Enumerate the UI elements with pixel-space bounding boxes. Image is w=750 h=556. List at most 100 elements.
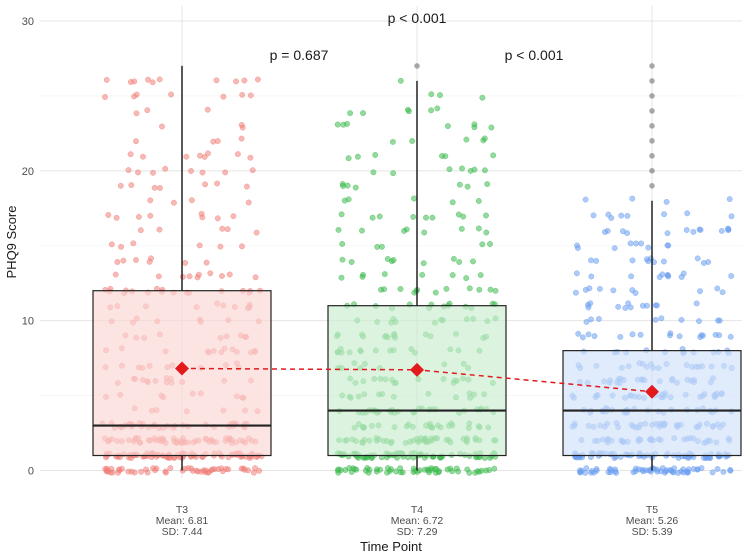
jitter-point bbox=[425, 467, 432, 474]
jitter-point bbox=[582, 196, 589, 203]
sd-label: SD: 5.39 bbox=[632, 526, 673, 538]
jitter-point bbox=[388, 466, 395, 473]
jitter-point bbox=[384, 256, 391, 262]
jitter-point bbox=[442, 153, 449, 160]
jitter-point bbox=[476, 286, 483, 293]
jitter-point bbox=[622, 305, 629, 311]
jitter-point bbox=[247, 92, 254, 99]
y-tick-label: 0 bbox=[28, 466, 34, 478]
jitter-point bbox=[728, 273, 735, 279]
jitter-point bbox=[450, 255, 457, 262]
jitter-point bbox=[640, 468, 647, 475]
jitter-point bbox=[605, 211, 612, 218]
jitter-point bbox=[374, 466, 380, 473]
jitter-point bbox=[213, 77, 220, 84]
jitter-point bbox=[725, 225, 731, 232]
jitter-point bbox=[397, 77, 404, 84]
jitter-point bbox=[205, 469, 212, 476]
jitter-point bbox=[204, 106, 211, 113]
jitter-point bbox=[335, 466, 342, 473]
sd-label: SD: 7.29 bbox=[397, 526, 438, 538]
jitter-point bbox=[698, 465, 705, 472]
jitter-point bbox=[579, 334, 586, 341]
jitter-point bbox=[342, 467, 349, 473]
jitter-point bbox=[696, 318, 702, 325]
mean-label: Mean: 6.72 bbox=[391, 515, 444, 527]
jitter-point bbox=[590, 212, 597, 219]
outlier-point bbox=[649, 153, 655, 159]
jitter-point bbox=[475, 198, 482, 204]
jitter-point bbox=[125, 167, 132, 174]
jitter-point bbox=[401, 227, 408, 234]
jitter-point bbox=[147, 212, 154, 219]
jitter-point bbox=[135, 169, 141, 176]
jitter-point bbox=[728, 213, 735, 220]
category-label: T5 bbox=[646, 504, 658, 516]
jitter-point bbox=[219, 225, 226, 232]
jitter-point bbox=[664, 230, 671, 237]
jitter-point bbox=[344, 120, 351, 127]
jitter-point bbox=[345, 155, 352, 162]
jitter-point bbox=[156, 226, 163, 233]
jitter-point bbox=[685, 466, 692, 473]
jitter-point bbox=[241, 77, 248, 84]
jitter-point bbox=[114, 259, 121, 265]
jitter-point bbox=[664, 242, 671, 249]
jitter-point bbox=[627, 240, 634, 247]
boxes bbox=[92, 63, 742, 471]
jitter-point bbox=[222, 169, 229, 176]
jitter-point bbox=[645, 244, 652, 251]
jitter-point bbox=[233, 78, 240, 85]
jitter-point bbox=[654, 468, 661, 475]
jitter-point bbox=[629, 257, 636, 264]
jitter-point bbox=[610, 287, 617, 294]
jitter-point bbox=[714, 466, 721, 472]
jitter-point bbox=[629, 195, 636, 202]
mean-marker bbox=[645, 384, 659, 399]
jitter-point bbox=[131, 93, 138, 100]
jitter-point bbox=[714, 285, 721, 292]
mean-marker bbox=[410, 362, 424, 377]
jitter-point bbox=[128, 182, 135, 189]
jitter-point bbox=[247, 154, 254, 161]
jitter-point bbox=[715, 317, 721, 324]
jitter-point bbox=[446, 166, 453, 173]
jitter-point bbox=[444, 123, 451, 130]
jitter-point bbox=[378, 286, 384, 293]
jitter-point bbox=[252, 274, 259, 281]
jitter-point bbox=[661, 469, 668, 476]
jitter-point bbox=[219, 468, 226, 475]
jitter-point bbox=[624, 212, 631, 219]
jitter-point bbox=[390, 170, 397, 177]
jitter-point bbox=[197, 152, 203, 159]
jitter-point bbox=[397, 286, 404, 292]
jitter-point bbox=[410, 465, 417, 472]
jitter-point bbox=[615, 303, 622, 310]
jitter-point bbox=[658, 315, 665, 322]
jitter-point bbox=[432, 289, 439, 296]
p-value-annotation: p = 0.687 bbox=[270, 47, 329, 63]
jitter-point bbox=[113, 214, 120, 221]
jitter-point bbox=[573, 270, 580, 277]
jitter-point bbox=[239, 243, 245, 250]
jitter-point bbox=[199, 169, 206, 176]
jitter-point bbox=[226, 271, 233, 278]
jitter-point bbox=[490, 152, 497, 159]
jitter-point bbox=[700, 332, 706, 339]
jitter-point bbox=[130, 240, 137, 247]
jitter-point bbox=[238, 135, 245, 142]
jitter-point bbox=[429, 214, 436, 221]
jitter-point bbox=[435, 469, 442, 476]
jitter-point bbox=[449, 272, 456, 279]
jitter-point bbox=[239, 91, 246, 98]
jitter-point bbox=[661, 211, 668, 218]
jitter-point bbox=[479, 241, 486, 248]
jitter-point bbox=[487, 241, 493, 247]
mean-marker bbox=[175, 361, 189, 376]
jitter-point bbox=[138, 468, 145, 475]
x-axis-title: Time Point bbox=[360, 539, 422, 554]
jitter-point bbox=[420, 260, 427, 267]
jitter-point bbox=[245, 199, 252, 206]
mean-label: Mean: 6.81 bbox=[156, 515, 209, 527]
jitter-point bbox=[437, 92, 443, 99]
